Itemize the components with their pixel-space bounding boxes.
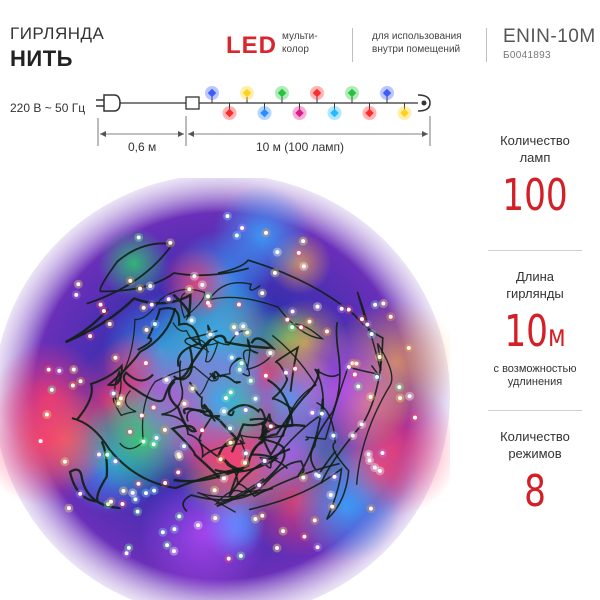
wiring-diagram: 220 В ~ 50 Гц 0,6 м 10 м (100 ламп) <box>0 78 440 168</box>
article-number: Б0041893 <box>503 50 551 61</box>
spec-label: Количество режимов <box>500 429 570 461</box>
header-separator <box>352 28 353 62</box>
lead-length-label: 0,6 м <box>128 140 157 154</box>
spec-label: Длина гирлянды <box>506 269 564 301</box>
end-socket-icon <box>417 94 431 112</box>
product-photo <box>0 178 450 600</box>
header-separator <box>486 28 487 62</box>
spec-label: Количество ламп <box>500 133 570 165</box>
usage-note: для использования внутри помещений <box>372 31 462 55</box>
spec-length: Длина гирлянды 10м с возможностью удлине… <box>470 268 600 389</box>
bulb-icon <box>260 108 269 118</box>
plug-icon <box>96 94 121 112</box>
spec-unit: м <box>548 319 566 354</box>
led-badge: LED <box>226 32 277 59</box>
bulb-icon <box>347 88 357 98</box>
bulb-icon <box>330 108 339 118</box>
bulb-icon <box>382 88 392 98</box>
voltage-label: 220 В ~ 50 Гц <box>10 101 86 115</box>
model-number: ENIN-10M <box>503 26 596 47</box>
bulb-icon <box>400 108 409 118</box>
spec-value: 10м <box>504 306 566 357</box>
bulb-icon <box>277 88 287 98</box>
spec-modes: Количество режимов 8 <box>470 428 600 516</box>
bulb-icon <box>295 108 304 118</box>
spec-divider <box>488 410 582 411</box>
string-length-label: 10 м (100 ламп) <box>256 140 345 154</box>
product-type: НИТЬ <box>10 46 73 71</box>
spec-bulb-count: Количество ламп 100 <box>470 132 600 220</box>
bulb-icon <box>365 108 374 118</box>
led-color-note: мульти- колор <box>282 31 318 55</box>
spec-divider <box>488 250 582 251</box>
controller-icon <box>185 96 200 110</box>
bulb-icon <box>312 88 322 98</box>
bulb-group <box>205 86 412 120</box>
spec-value: 100 <box>502 170 568 221</box>
product-category: ГИРЛЯНДА <box>10 24 105 43</box>
spec-value: 8 <box>524 466 546 517</box>
spec-note: с возможностью удлинения <box>493 363 577 388</box>
